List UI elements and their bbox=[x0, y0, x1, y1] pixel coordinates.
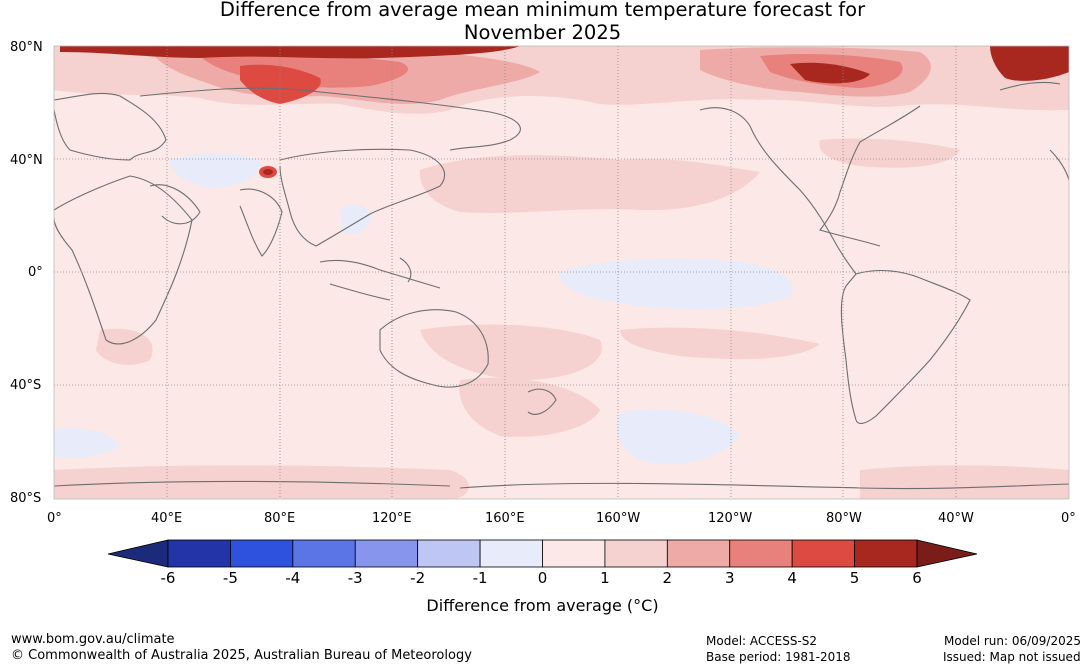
colorbar-bin bbox=[417, 539, 481, 568]
coast-north-america-east bbox=[819, 105, 921, 247]
siberia-anomaly-4-5 bbox=[240, 64, 321, 104]
colorbar-tick-label: -1 bbox=[472, 569, 488, 587]
lon-label-80w: 80°W bbox=[826, 511, 862, 526]
southern-ocean-anomaly-minus1-0 bbox=[616, 409, 740, 465]
coast-north-asia bbox=[139, 87, 521, 151]
colorbar-bin bbox=[479, 539, 543, 568]
colorbar-tick-label: 0 bbox=[537, 569, 548, 587]
lon-label-160e: 160°E bbox=[485, 511, 525, 526]
colorbar-bin bbox=[542, 539, 606, 568]
colorbar-tick-label: -2 bbox=[410, 569, 426, 587]
colorbar-tick-label: -3 bbox=[347, 569, 363, 587]
coast-africa bbox=[54, 175, 193, 345]
central-asia-anomaly-minus1-0 bbox=[170, 153, 261, 188]
lon-label-160w: 160°W bbox=[596, 511, 641, 526]
footer-website: www.bom.gov.au/climate bbox=[11, 632, 175, 647]
colorbar-bin bbox=[729, 539, 793, 568]
coast-greenland-europe bbox=[999, 81, 1069, 181]
tibet-hotspot-5-6 bbox=[263, 169, 273, 175]
arctic-anomaly-5-6 bbox=[60, 46, 520, 59]
lat-label-40n: 40°N bbox=[10, 153, 43, 168]
colorbar-tick-label: 4 bbox=[787, 569, 797, 587]
footer-model-run: Model run: 06/09/2025 bbox=[944, 634, 1082, 648]
lon-label-80e: 80°E bbox=[264, 511, 296, 526]
lat-label-40s: 40°S bbox=[10, 378, 42, 393]
coast-europe bbox=[54, 92, 167, 161]
greenland-anomaly-5-6 bbox=[990, 46, 1069, 81]
colorbar bbox=[107, 539, 978, 568]
colorbar-title: Difference from average (°C) bbox=[426, 596, 659, 615]
map-title-line2: November 2025 bbox=[463, 21, 622, 44]
anomaly-field bbox=[54, 46, 1069, 499]
colorbar-tick-label: 2 bbox=[662, 569, 673, 587]
footer-model: Model: ACCESS-S2 bbox=[706, 634, 818, 648]
footer-issued: Issued: Map not issued bbox=[943, 650, 1081, 664]
coastlines bbox=[54, 81, 1069, 490]
coast-india bbox=[239, 188, 283, 257]
footer-base-period: Base period: 1981-2018 bbox=[706, 650, 851, 664]
colorbar-bin bbox=[666, 539, 731, 568]
colorbar-bin bbox=[791, 539, 855, 568]
colorbar-bin bbox=[230, 539, 294, 568]
coast-antarctica bbox=[54, 480, 1069, 490]
antarctic-band-1-2 bbox=[54, 465, 469, 499]
lon-label-120w: 120°W bbox=[708, 511, 753, 526]
tasman-band-1-2 bbox=[459, 377, 600, 437]
canada-anomaly-5-6 bbox=[790, 62, 870, 84]
antarctic-band-east-1-2 bbox=[860, 465, 1069, 499]
colorbar-tick-label: 3 bbox=[724, 569, 735, 587]
map-title-line1: Difference from average mean minimum tem… bbox=[219, 0, 866, 21]
graticule bbox=[54, 46, 1069, 499]
footer-copyright: © Commonwealth of Australia 2025, Austra… bbox=[11, 648, 472, 663]
colorbar-low-extend bbox=[107, 539, 169, 568]
coast-arabia bbox=[149, 184, 201, 225]
lon-label-0-east: 0° bbox=[1061, 511, 1076, 526]
south-pacific-band-1-2 bbox=[420, 324, 602, 380]
map-frame bbox=[53, 45, 1070, 500]
lat-label-80n: 80°N bbox=[10, 40, 43, 55]
colorbar-tick-label: 6 bbox=[912, 569, 922, 587]
lon-label-0: 0° bbox=[47, 511, 62, 526]
coast-australia bbox=[379, 309, 489, 388]
colorbar-tick-label: 1 bbox=[600, 569, 610, 587]
coast-new-zealand bbox=[527, 388, 557, 415]
southeast-pacific-band-1-2 bbox=[620, 327, 820, 360]
colorbar-tick-label: -6 bbox=[160, 569, 176, 587]
colorbar-bin bbox=[604, 539, 668, 568]
colorbar-bin bbox=[292, 539, 356, 568]
south-africa-band-1-2 bbox=[96, 328, 153, 365]
lon-label-40w: 40°W bbox=[938, 511, 974, 526]
colorbar-high-extend bbox=[916, 539, 978, 568]
colorbar-tick-label: -5 bbox=[222, 569, 238, 587]
coast-indonesia bbox=[319, 257, 441, 301]
south-atlantic-anomaly-minus1-0 bbox=[54, 427, 120, 458]
colorbar-tick-label: -4 bbox=[285, 569, 301, 587]
lat-label-80s: 80°S bbox=[10, 491, 42, 506]
siberia-anomaly-3-4 bbox=[200, 54, 409, 88]
colorbar-bin bbox=[167, 539, 231, 568]
colorbar-bin bbox=[354, 539, 419, 568]
lon-label-40e: 40°E bbox=[151, 511, 183, 526]
colorbar-tick-label: 5 bbox=[849, 569, 860, 587]
coast-south-america bbox=[840, 270, 971, 425]
coast-east-asia bbox=[279, 148, 446, 247]
lon-label-120e: 120°E bbox=[372, 511, 412, 526]
lat-label-equator: 0° bbox=[28, 265, 43, 280]
north-atlantic-band-1-2 bbox=[819, 138, 960, 168]
colorbar-bin bbox=[854, 539, 918, 568]
coast-north-america-west bbox=[699, 107, 857, 275]
